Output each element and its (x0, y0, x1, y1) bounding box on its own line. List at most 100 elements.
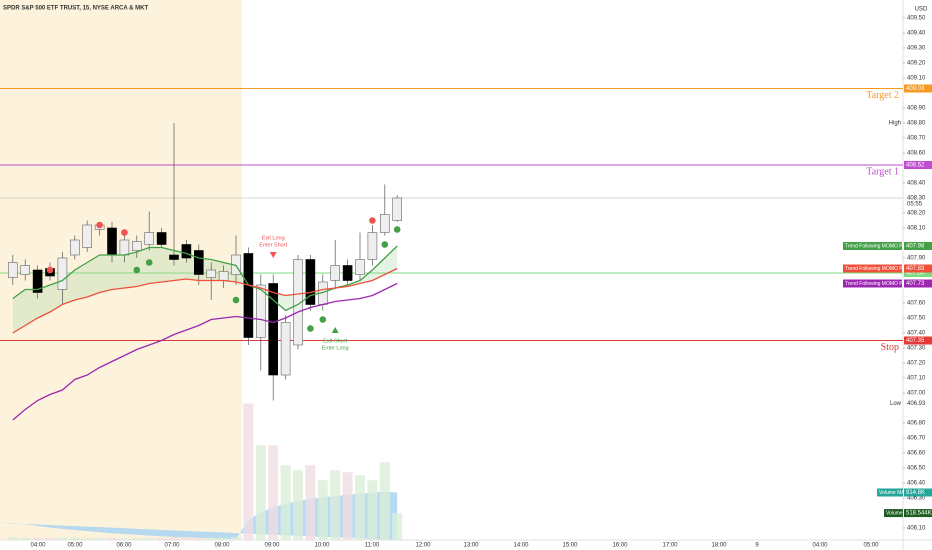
trend-value: 407.83 (906, 266, 925, 272)
signal-triangle (269, 252, 277, 258)
volume-bar (367, 480, 378, 540)
trend-name-bg (843, 279, 902, 288)
candle-body (330, 265, 341, 281)
level-label: Target 2 (866, 90, 899, 101)
signal-dot (133, 266, 141, 274)
volume-bar (131, 537, 142, 540)
volume-bar (57, 537, 68, 540)
candle-body (305, 259, 316, 305)
x-tick-label: 18:00 (711, 543, 727, 549)
volume-bar (169, 537, 179, 540)
trend-value-bg (904, 279, 932, 288)
volume-bar (193, 537, 204, 540)
volume-bar (317, 480, 328, 540)
level-badge: 407.35 (906, 338, 925, 344)
signal-dot (393, 226, 401, 233)
x-tick-label: 06:00 (116, 543, 132, 549)
y-tick-label: 406.40 (907, 481, 926, 487)
candle-body (243, 253, 254, 338)
x-tick-label: 14:00 (513, 543, 529, 549)
signal-dot (307, 325, 314, 332)
signal-dot (46, 266, 54, 274)
candle-body (392, 197, 403, 221)
y-tick-label: 406.70 (907, 436, 926, 442)
signal-text: Exit Long (262, 235, 285, 241)
candle-body (132, 241, 142, 251)
trend-line (12, 282, 398, 421)
volume-bar (144, 537, 155, 540)
y-tick-label: 409.10 (907, 76, 926, 82)
x-tick-label: 11:00 (365, 543, 380, 549)
signal-dot (319, 316, 327, 323)
trend-value: 407.98 (906, 244, 925, 250)
trend-value-bg (904, 242, 932, 250)
level-badge: 409.03 (906, 86, 925, 92)
volume-bar (156, 537, 167, 540)
candle-body (280, 322, 291, 376)
level-badge-bg (904, 161, 932, 169)
low-value: 406.93 (907, 401, 926, 407)
candle-body (255, 284, 266, 338)
candle-body (379, 214, 390, 233)
volume-bar (293, 470, 303, 540)
volume-ma-value: 914.8K (906, 490, 925, 496)
x-tick-label: 15:00 (562, 543, 578, 549)
volume-bar (20, 537, 31, 540)
signal-dot (145, 259, 153, 266)
level-label: Stop (881, 342, 899, 353)
y-tick-label: 407.00 (907, 391, 926, 397)
candle-body (181, 244, 192, 259)
volume-bar (119, 538, 130, 540)
candle-body (32, 269, 43, 293)
y-tick-label: 407.10 (907, 376, 926, 382)
volume-bar (82, 537, 93, 540)
candle-body (119, 239, 130, 256)
volume-bar (392, 513, 403, 540)
volume-name-bg (884, 509, 903, 518)
trend-value: 407.73 (906, 281, 925, 287)
y-tick-label: 406.10 (907, 526, 926, 532)
level-badge: 408.52 (906, 163, 925, 169)
trend-name-bg (843, 264, 902, 273)
candle-body (206, 269, 216, 278)
volume-bar (280, 465, 291, 540)
x-tick-label: 9 (755, 543, 759, 549)
y-tick-label: 408.80 (907, 121, 926, 127)
candle-body (355, 259, 365, 275)
volume-bar (32, 537, 43, 540)
signal-triangle (331, 327, 339, 333)
level-badge-bg (904, 84, 932, 93)
x-tick-label: 13:00 (463, 543, 479, 549)
last-price-label: 408.30 (907, 196, 926, 202)
volume-bar (94, 537, 105, 540)
y-tick-label: 406.80 (907, 421, 926, 427)
candle-body (156, 232, 167, 245)
volume-bar (255, 445, 266, 540)
currency: USD (915, 7, 928, 13)
x-tick-label: 16:00 (612, 543, 628, 549)
level-label: Target 1 (866, 166, 899, 177)
chart-title: SPDR S&P 500 ETF TRUST, 15, NYSE ARCA & … (3, 6, 148, 12)
y-tick-label: 408.10 (907, 226, 926, 232)
volume-bar (181, 537, 192, 540)
trend-name: Trend Following MOMO Plot (845, 266, 908, 272)
y-tick-label: 407.20 (907, 361, 926, 367)
candle-body (342, 265, 353, 281)
level-badge: 407.80 (906, 271, 925, 277)
x-tick-label: 10:00 (314, 543, 330, 549)
candle-body (194, 250, 204, 275)
y-tick-label: 408.60 (907, 151, 926, 157)
x-tick-label: 07:00 (164, 543, 180, 549)
candle-body (169, 254, 179, 260)
y-tick-label: 407.90 (907, 256, 926, 262)
candle-body (82, 224, 92, 248)
y-tick-label: 408.40 (907, 181, 926, 187)
trend-fill (12, 246, 398, 333)
y-tick-label: 408.90 (907, 106, 926, 112)
trend-value-bg (904, 264, 932, 273)
volume-value: 518.544K (906, 511, 932, 517)
y-tick-label: 409.30 (907, 46, 926, 52)
y-tick-label: 409.40 (907, 31, 926, 37)
signal-text: Enter Short (259, 242, 287, 248)
high-label: High (889, 121, 901, 127)
